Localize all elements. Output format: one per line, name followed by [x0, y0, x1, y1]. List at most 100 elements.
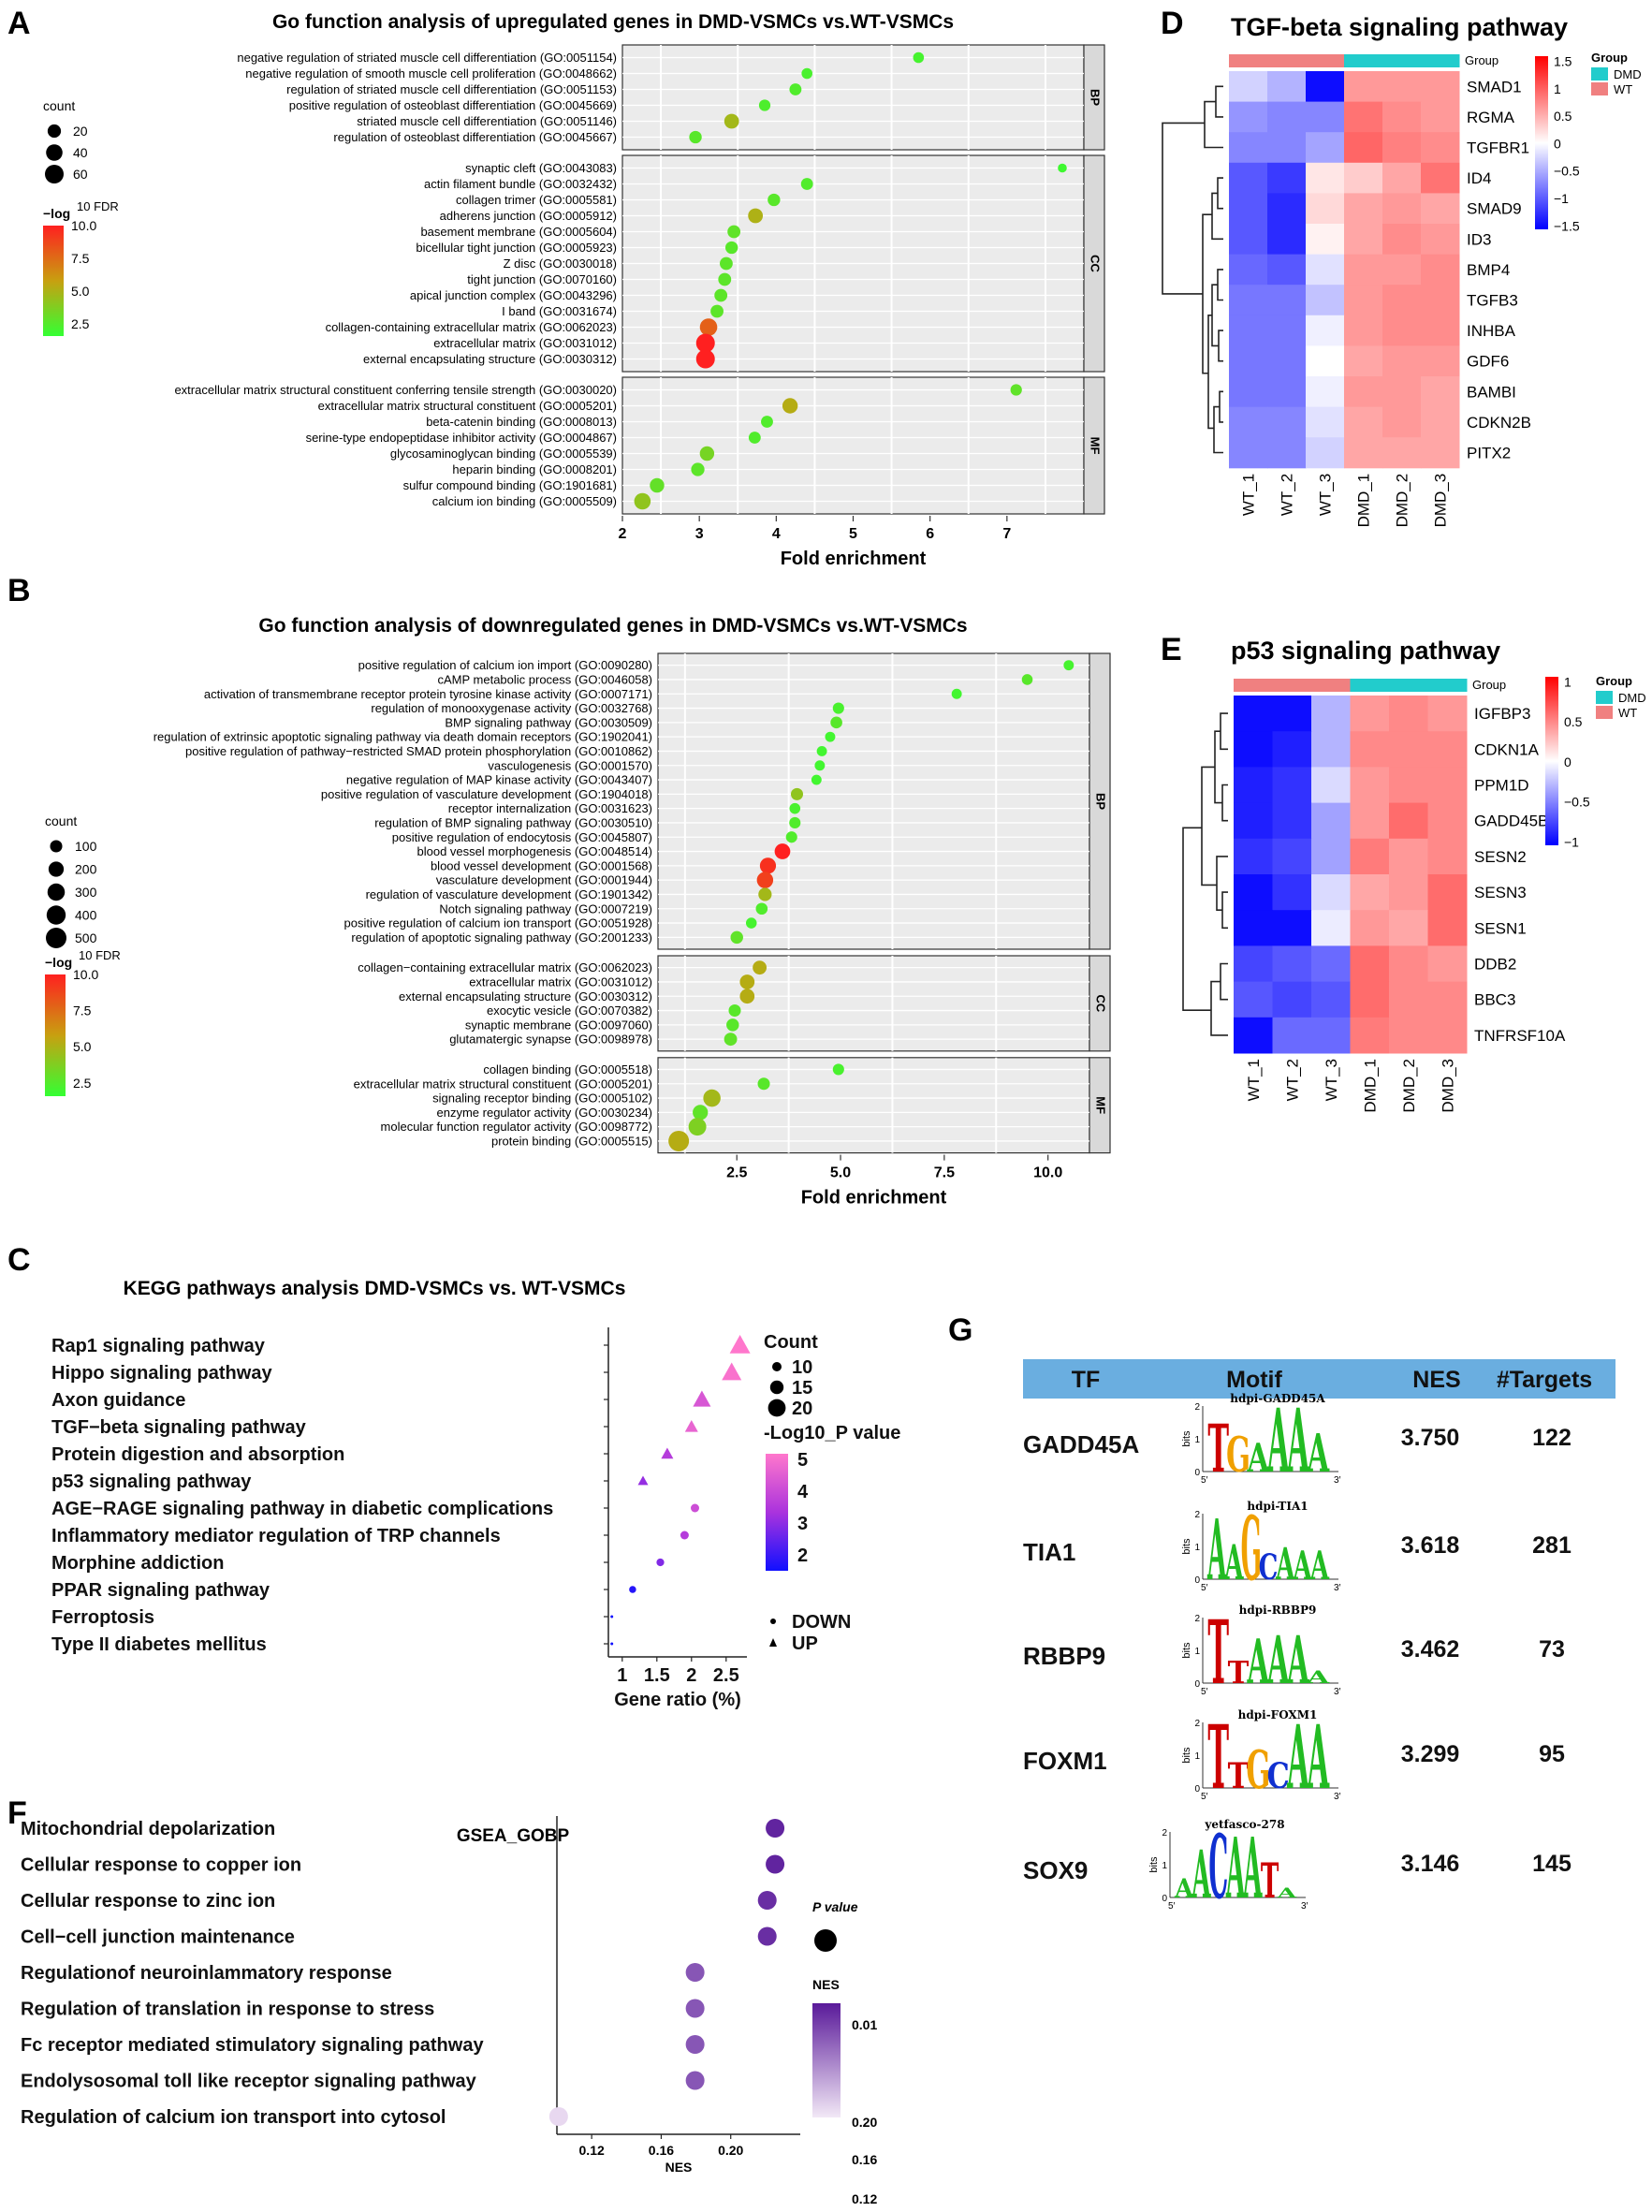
sample-label: DMD_3: [1439, 1059, 1456, 1113]
term-label: tight junction (GO:0070160): [467, 272, 617, 286]
x-tick-label: 7.5: [934, 1165, 955, 1181]
size-legend-dot: [46, 144, 63, 161]
term-label: synaptic cleft (GO:0043083): [465, 161, 617, 175]
motif-letter: A: [1276, 1885, 1296, 1901]
heatmap-cell: [1350, 1017, 1390, 1054]
term-label: basement membrane (GO:0005604): [420, 225, 617, 239]
term-label: positive regulation of pathway−restricte…: [185, 744, 652, 758]
sample-label: DMD_2: [1394, 474, 1411, 528]
group-legend-title: Group: [1591, 51, 1628, 65]
logo-tick: 0: [1194, 1468, 1200, 1478]
heatmap-cell: [1306, 224, 1345, 256]
x-tick-label: 5.0: [830, 1165, 851, 1181]
heatmap-cell: [1350, 731, 1390, 768]
nes-legend-label: 0.12: [852, 2191, 877, 2206]
gene-label: BMP4: [1467, 261, 1510, 279]
motif-letter: A: [1247, 1627, 1270, 1699]
pathway-label: Rap1 signaling pathway: [51, 1336, 266, 1356]
motif-label: hdpi-FOXM1: [1238, 1708, 1318, 1721]
heatmap-cell: [1421, 315, 1460, 346]
heatmap-cell: [1350, 696, 1390, 732]
heatmap-cell: [1350, 945, 1390, 983]
dendrogram-branch: [1217, 177, 1223, 210]
logo-axis-label: bits: [1181, 1538, 1192, 1555]
facet-label: CC: [1094, 995, 1108, 1013]
gene-label: TNFRSF10A: [1474, 1027, 1566, 1045]
logo-tick: 0: [1194, 1784, 1200, 1795]
gsea-term-label: Regulation of translation in response to…: [21, 2000, 434, 2020]
term-label: regulation of extrinsic apoptotic signal…: [154, 730, 652, 744]
heatmap-cell: [1421, 224, 1460, 256]
data-point: [685, 2071, 705, 2090]
motif-label: hdpi-TIA1: [1247, 1500, 1308, 1513]
term-label: collagen-containing extracellular matrix…: [326, 320, 617, 334]
motif-letter: A: [1207, 1503, 1227, 1600]
heatmap-cell: [1382, 101, 1422, 133]
color-legend-label: 7.5: [71, 251, 90, 266]
term-label: extracellular matrix (GO:0031012): [469, 974, 652, 989]
term-label: I band (GO:0031674): [502, 304, 617, 318]
motif-letter: A: [1309, 1544, 1330, 1589]
heatmap-cell: [1272, 696, 1312, 732]
dendrogram-branch: [1215, 85, 1223, 118]
group-bar-cell: [1421, 54, 1460, 67]
data-point: [724, 241, 738, 255]
pathway-label: Hippo signaling pathway: [51, 1363, 272, 1384]
size-legend-label: 15: [792, 1378, 812, 1399]
data-point: [789, 816, 801, 829]
heatmap-cell: [1421, 285, 1460, 316]
size-legend-label: 10: [792, 1357, 812, 1378]
dendrogram-branch: [1210, 980, 1228, 1036]
color-legend-label: 2.5: [71, 316, 90, 331]
pathway-label: Protein digestion and absorption: [51, 1444, 344, 1465]
gsea-term-label: Cellular response to copper ion: [21, 1855, 301, 1876]
heatmap-cell: [1344, 193, 1383, 225]
logo-axis-label: bits: [1181, 1747, 1192, 1764]
chart-title: TGF-beta signaling pathway: [1231, 13, 1568, 41]
heatmap-cell: [1389, 696, 1428, 732]
color-legend-title: −log: [43, 206, 70, 221]
pathway-label: Morphine addiction: [51, 1553, 224, 1574]
dendrogram-branch: [1216, 856, 1228, 911]
heatmap-cell: [1311, 945, 1351, 983]
group-bar-cell: [1229, 54, 1268, 67]
term-label: cAMP metabolic process (GO:0046058): [437, 672, 652, 686]
heatmap-cell: [1267, 406, 1307, 438]
table-header-bar: [1023, 1359, 1615, 1399]
data-point: [748, 208, 764, 224]
data-point: [782, 398, 798, 414]
size-legend-dot: [48, 861, 65, 877]
gsea-term-label: Mitochondrial depolarization: [21, 1819, 275, 1839]
heatmap-cell: [1229, 162, 1268, 194]
tf-nes: 3.462: [1401, 1636, 1460, 1663]
term-label: regulation of monooxygenase activity (GO…: [371, 701, 652, 715]
facet-strip: [1089, 955, 1111, 1052]
gsea-term-label: Regulationof neuroinlammatory response: [21, 1963, 392, 1984]
term-label: regulation of BMP signaling pathway (GO:…: [374, 815, 652, 829]
color-legend-label: 5.0: [71, 284, 90, 299]
term-label: bicellular tight junction (GO:0005923): [416, 241, 617, 255]
motif-letter: C: [1208, 1817, 1228, 1919]
heatmap-cell: [1306, 71, 1345, 103]
nes-legend-bar: [812, 2003, 841, 2117]
facet-label: CC: [1089, 255, 1103, 272]
table-header-cell: NES: [1412, 1367, 1460, 1393]
group-bar-cell: [1427, 679, 1468, 692]
heatmap-cell: [1421, 101, 1460, 133]
heatmap-cell: [1421, 437, 1460, 469]
panel-f-gsea: GSEA_GOBP Mitochondrial depolarization Cel…: [21, 1816, 877, 2206]
motif-letter: C: [1259, 1546, 1279, 1588]
heatmap-cell: [1427, 910, 1468, 946]
data-point: [759, 857, 777, 874]
term-label: extracellular matrix structural constitu…: [174, 383, 617, 397]
heatmap-cell: [1427, 802, 1468, 840]
term-label: apical junction complex (GO:0043296): [410, 288, 617, 302]
facet-label: MF: [1089, 437, 1103, 455]
group-legend-swatch: [1596, 691, 1613, 704]
heatmap-cell: [1389, 874, 1428, 911]
group-legend-swatch: [1591, 82, 1608, 95]
group-legend-label: DMD: [1614, 67, 1642, 81]
group-legend-label: WT: [1614, 82, 1632, 96]
heatmap-cell: [1421, 345, 1460, 377]
gene-label: ID4: [1467, 169, 1491, 187]
